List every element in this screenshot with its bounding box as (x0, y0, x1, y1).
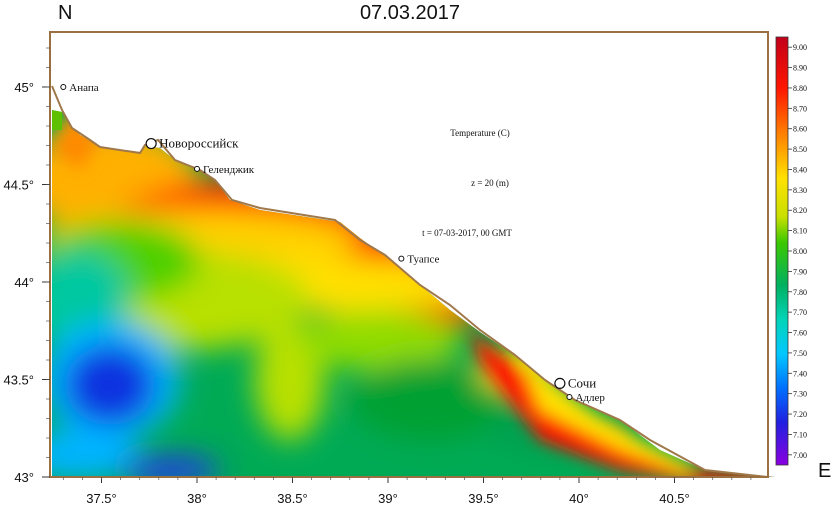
colorbar-label: 7.50 (793, 349, 807, 358)
lat-tick-label: 44.5° (3, 178, 34, 193)
colorbar-label: 8.20 (793, 206, 807, 215)
map-title: 07.03.2017 (359, 2, 461, 24)
city-label: Анапа (69, 82, 98, 94)
colorbar-label: 7.30 (793, 390, 807, 399)
lat-tick-label: 44° (14, 275, 34, 290)
colorbar-label: 8.90 (793, 64, 807, 73)
city-markers: Анапа Новороссийск Геленджик Туапсе Сочи Адле… (60, 82, 605, 404)
map-frame (49, 31, 769, 478)
north-label: N (58, 2, 73, 24)
colorbar-label: 7.70 (793, 308, 807, 317)
city-marker (566, 394, 573, 401)
colorbar-label: 8.40 (793, 165, 807, 174)
lon-tick-label: 39° (378, 491, 398, 506)
colorbar-label: 7.90 (793, 267, 807, 276)
city-label: Сочи (568, 375, 596, 390)
colorbar-label: 7.80 (793, 288, 807, 297)
variable-label: Temperature (C) (450, 128, 510, 138)
colorbar-label: 8.60 (793, 125, 807, 134)
colorbar-label: 7.10 (793, 430, 807, 439)
city-label: Туапсе (407, 254, 439, 266)
city-label: Адлер (575, 392, 605, 404)
colorbar-label: 7.00 (793, 451, 807, 460)
lon-tick-label: 37.5° (86, 491, 117, 506)
lat-tick-label: 43° (14, 470, 34, 485)
city-marker (554, 377, 566, 389)
time-label: t = 07-03-2017, 00 GMT (422, 228, 512, 238)
axes: 37.5° 38° 38.5° 39° 39.5° 40° 40.5° 45° 44.5° 44°… (3, 47, 752, 506)
colorbar-label: 8.10 (793, 227, 807, 236)
lon-tick-label: 39.5° (468, 491, 499, 506)
colorbar-ramp (775, 36, 789, 466)
city-marker (398, 255, 405, 262)
city-marker (60, 84, 67, 90)
colorbar-label: 7.20 (793, 410, 807, 419)
colorbar-label: 8.70 (793, 104, 807, 113)
colorbar-label: 8.50 (793, 145, 807, 154)
colorbar: 9.00 8.90 8.80 8.70 8.60 8.50 8.40 8.30 8.20 8.10… (775, 36, 807, 466)
city-label: Геленджик (203, 164, 255, 176)
colorbar-label: 7.40 (793, 369, 807, 378)
colorbar-label: 8.30 (793, 186, 807, 195)
colorbar-label: 8.00 (793, 247, 807, 256)
depth-label: z = 20 (m) (471, 178, 509, 188)
city-marker (145, 137, 157, 150)
temperature-field (52, 110, 775, 477)
city-marker (194, 165, 200, 172)
colorbar-label: 9.00 (793, 43, 807, 52)
lon-tick-label: 38.5° (277, 491, 308, 506)
lat-tick-label: 43.5° (3, 373, 34, 388)
lon-tick-label: 40.5° (659, 491, 690, 506)
lon-tick-label: 38° (187, 491, 207, 506)
lon-tick-label: 40° (569, 491, 589, 506)
colorbar-label: 7.60 (793, 329, 807, 338)
lat-tick-label: 45° (14, 80, 34, 95)
city-label: Новороссийск (159, 136, 239, 151)
colorbar-label: 8.80 (793, 84, 807, 93)
east-label: E (818, 460, 832, 482)
